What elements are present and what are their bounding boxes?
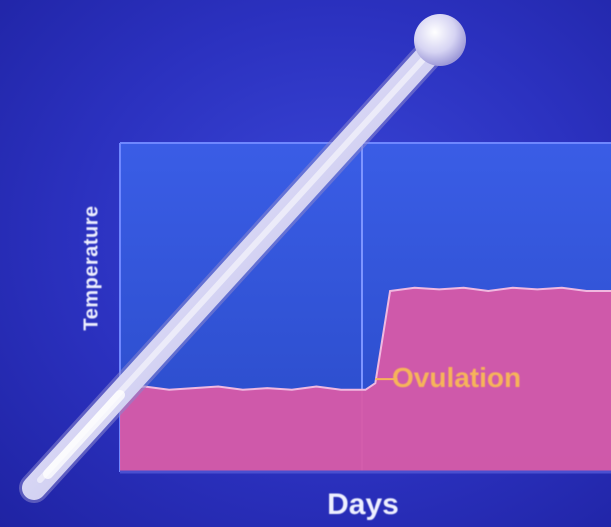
temperature-line bbox=[119, 286, 611, 391]
temperature-area bbox=[120, 287, 611, 472]
x-axis-label: Days bbox=[327, 488, 399, 521]
ovulation-annotation: Ovulation bbox=[392, 362, 522, 393]
y-axis-label: Temperature bbox=[80, 205, 103, 331]
thermometer bbox=[19, 14, 466, 503]
